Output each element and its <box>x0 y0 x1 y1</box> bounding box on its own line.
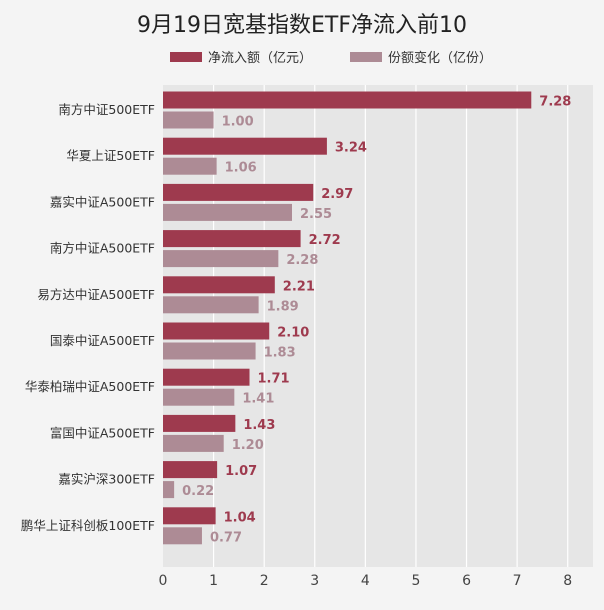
data-label-net-inflow: 1.43 <box>243 418 275 433</box>
bar-net-inflow <box>163 137 327 155</box>
bar-share-change <box>163 296 259 314</box>
bar-share-change <box>163 203 292 221</box>
data-label-net-inflow: 1.07 <box>225 464 257 479</box>
data-label-net-inflow: 3.24 <box>335 141 367 156</box>
legend-label: 份额变化（亿份） <box>388 50 492 66</box>
data-label-net-inflow: 2.10 <box>277 326 309 341</box>
data-label-net-inflow: 1.71 <box>258 372 290 387</box>
x-tick-label: 4 <box>361 573 370 589</box>
bar-share-change <box>163 157 217 175</box>
bar-share-change <box>163 250 279 268</box>
data-label-share-change: 2.28 <box>286 253 318 268</box>
category-label: 国泰中证A500ETF <box>50 333 155 348</box>
category-label: 华泰柏瑞中证A500ETF <box>25 379 155 394</box>
bar-net-inflow <box>163 461 218 479</box>
bar-share-change <box>163 481 175 499</box>
data-label-net-inflow: 2.72 <box>309 233 341 248</box>
category-label: 南方中证A500ETF <box>50 241 155 256</box>
bar-share-change <box>163 388 235 406</box>
category-label: 易方达中证A500ETF <box>37 287 155 302</box>
x-tick-label: 1 <box>209 573 218 589</box>
data-label-share-change: 1.20 <box>232 438 264 453</box>
data-label-net-inflow: 7.28 <box>539 95 571 110</box>
bar-net-inflow <box>163 91 532 109</box>
data-label-share-change: 1.89 <box>267 299 299 314</box>
x-tick-label: 3 <box>310 573 319 589</box>
bar-share-change <box>163 434 224 452</box>
data-label-share-change: 1.00 <box>222 115 254 130</box>
category-label: 华夏上证50ETF <box>66 148 155 163</box>
legend: 净流入额（亿元） 份额变化（亿份） <box>170 50 492 66</box>
chart-title: 9月19日宽基指数ETF净流入前10 <box>137 13 467 38</box>
bar-net-inflow <box>163 230 301 248</box>
category-label: 嘉实沪深300ETF <box>58 472 155 487</box>
bar-net-inflow <box>163 322 270 340</box>
data-label-share-change: 1.83 <box>264 346 296 361</box>
bar-net-inflow <box>163 507 216 525</box>
legend-swatch <box>170 52 202 62</box>
bar-share-change <box>163 111 214 129</box>
bars: 7.28 1.00 3.24 1.06 2.97 2.55 2.72 2.28 2.21 1.89… <box>163 91 571 545</box>
x-tick-label: 8 <box>563 573 572 589</box>
category-label: 嘉实中证A500ETF <box>50 194 155 209</box>
data-label-share-change: 0.77 <box>210 530 242 545</box>
y-axis-labels: 南方中证500ETF 华夏上证50ETF 嘉实中证A500ETF 南方中证A500ET… <box>21 102 155 533</box>
x-tick-label: 2 <box>260 573 269 589</box>
data-label-share-change: 2.55 <box>300 207 332 222</box>
data-label-share-change: 1.06 <box>225 161 257 176</box>
category-label: 鹏华上证科创板100ETF <box>21 518 155 533</box>
data-label-net-inflow: 1.04 <box>224 510 256 525</box>
data-label-net-inflow: 2.21 <box>283 279 315 294</box>
category-label: 南方中证500ETF <box>58 102 155 117</box>
category-label: 富国中证A500ETF <box>50 425 155 440</box>
x-tick-label: 0 <box>159 573 168 589</box>
x-tick-label: 5 <box>411 573 420 589</box>
x-tick-label: 6 <box>462 573 471 589</box>
x-tick-label: 7 <box>513 573 522 589</box>
data-label-share-change: 0.22 <box>182 484 214 499</box>
legend-swatch <box>350 52 382 62</box>
bar-share-change <box>163 527 202 545</box>
bar-net-inflow <box>163 414 236 432</box>
bar-share-change <box>163 342 256 360</box>
x-axis-ticks: 0 1 2 3 4 5 6 7 8 <box>159 573 573 589</box>
bar-net-inflow <box>163 368 250 386</box>
legend-label: 净流入额（亿元） <box>208 51 312 66</box>
data-label-share-change: 1.41 <box>242 392 274 407</box>
data-label-net-inflow: 2.97 <box>321 187 353 202</box>
bar-net-inflow <box>163 183 314 201</box>
bar-net-inflow <box>163 276 275 294</box>
